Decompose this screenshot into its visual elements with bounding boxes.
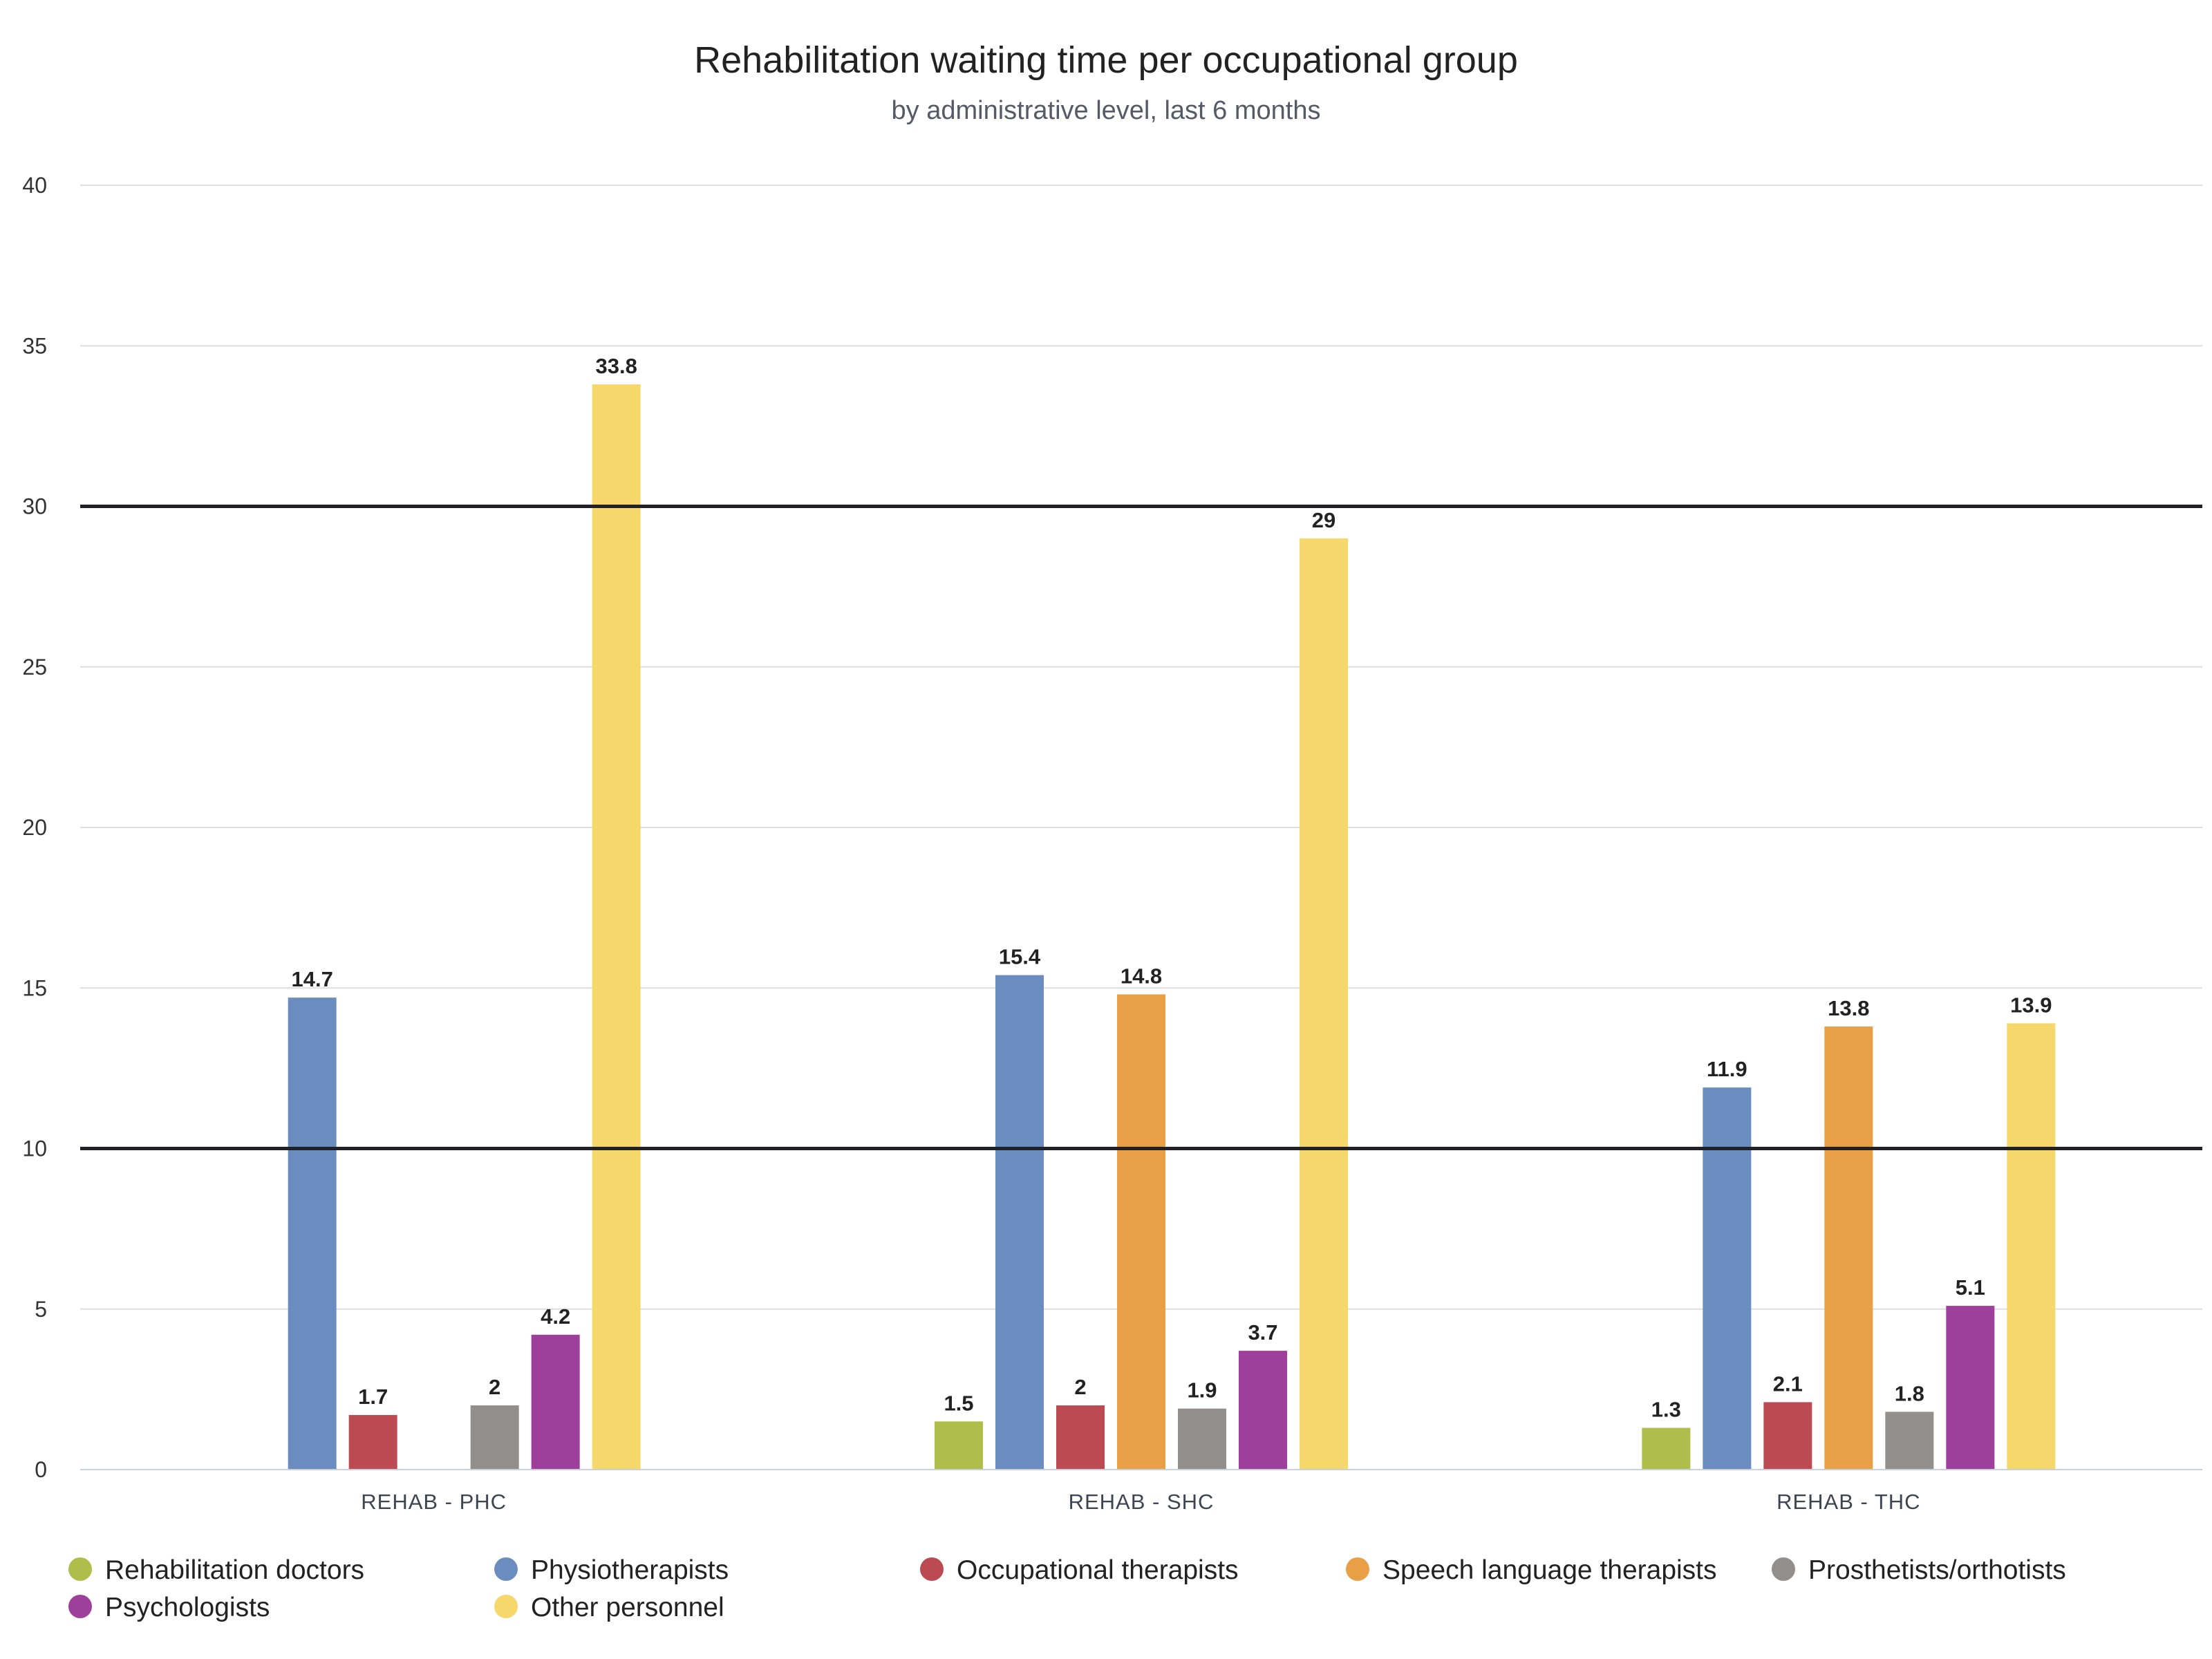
y-axis: 0 5 10 15 20 25 30 35 40 [22, 173, 47, 1482]
data-label: 14.7 [291, 967, 332, 991]
y-tick-label: 15 [22, 975, 47, 1000]
data-labels: 14.7 1.7 2 4.2 33.8 1.5 15.4 2 14.8 1.9 3.7 29 1.3 11… [291, 354, 2052, 1422]
bar[interactable] [1946, 1306, 1995, 1470]
data-label: 1.5 [944, 1391, 973, 1415]
legend-label: Rehabilitation doctors [105, 1555, 364, 1585]
data-label: 29 [1312, 508, 1335, 532]
bar[interactable] [995, 975, 1044, 1470]
data-label: 11.9 [1707, 1057, 1747, 1081]
bar[interactable] [2007, 1023, 2056, 1470]
reference-lines [80, 505, 2202, 1150]
legend-item[interactable]: Psychologists [68, 1593, 270, 1622]
data-label: 2.1 [1773, 1371, 1803, 1396]
legend-label: Other personnel [531, 1593, 724, 1622]
y-tick-label: 30 [22, 494, 47, 519]
legend-item[interactable]: Prosthetists/orthotists [1772, 1555, 2066, 1585]
bar[interactable] [1703, 1087, 1752, 1470]
bar[interactable] [1300, 538, 1348, 1470]
data-label: 1.7 [358, 1385, 388, 1409]
legend-marker [920, 1557, 944, 1581]
legend-marker [494, 1557, 518, 1581]
data-label: 33.8 [595, 354, 637, 378]
chart-title: Rehabilitation waiting time per occupati… [694, 39, 1518, 81]
data-label: 2 [1074, 1375, 1086, 1399]
bar[interactable] [470, 1405, 519, 1470]
data-label: 15.4 [999, 945, 1041, 969]
legend-label: Psychologists [105, 1593, 270, 1622]
bar[interactable] [1824, 1026, 1873, 1470]
legend-label: Prosthetists/orthotists [1808, 1555, 2066, 1585]
y-tick-label: 25 [22, 655, 47, 679]
legend-label: Speech language therapists [1382, 1555, 1717, 1585]
bar[interactable] [1117, 994, 1165, 1470]
data-label: 13.9 [2010, 993, 2052, 1017]
data-label: 2 [489, 1375, 500, 1399]
data-label: 3.7 [1248, 1320, 1277, 1344]
legend-marker [68, 1557, 92, 1581]
bar[interactable] [1239, 1351, 1287, 1470]
legend-marker [1346, 1557, 1369, 1581]
data-label: 4.2 [541, 1304, 570, 1329]
bar[interactable] [288, 997, 337, 1470]
data-label: 1.3 [1651, 1398, 1681, 1422]
data-label: 13.8 [1828, 996, 1869, 1020]
legend-label: Physiotherapists [531, 1555, 729, 1585]
y-tick-label: 10 [22, 1136, 47, 1161]
legend: Rehabilitation doctors Physiotherapists Oc… [68, 1555, 2066, 1622]
data-label: 14.8 [1121, 964, 1162, 988]
bar[interactable] [1056, 1405, 1105, 1470]
y-tick-label: 35 [22, 333, 47, 358]
y-tick-label: 20 [22, 815, 47, 840]
bar[interactable] [935, 1421, 983, 1470]
bar[interactable] [1178, 1408, 1226, 1470]
legend-marker [1772, 1557, 1795, 1581]
legend-item[interactable]: Occupational therapists [920, 1555, 1239, 1585]
legend-marker [494, 1595, 518, 1618]
legend-item[interactable]: Other personnel [494, 1593, 724, 1622]
x-axis: REHAB - PHC REHAB - SHC REHAB - THC [80, 1469, 2202, 1514]
bars [288, 384, 2056, 1470]
legend-item[interactable]: Speech language therapists [1346, 1555, 1717, 1585]
legend-item[interactable]: Rehabilitation doctors [68, 1555, 364, 1585]
bar[interactable] [1885, 1412, 1934, 1470]
x-tick-label: REHAB - PHC [361, 1490, 507, 1514]
bar[interactable] [348, 1415, 397, 1470]
data-label: 5.1 [1956, 1275, 1985, 1300]
y-tick-label: 40 [22, 173, 47, 198]
x-tick-label: REHAB - SHC [1069, 1490, 1215, 1514]
legend-marker [68, 1595, 92, 1618]
y-tick-label: 0 [35, 1457, 47, 1482]
bar[interactable] [1763, 1402, 1812, 1470]
legend-label: Occupational therapists [957, 1555, 1239, 1585]
x-tick-label: REHAB - THC [1777, 1490, 1921, 1514]
legend-item[interactable]: Physiotherapists [494, 1555, 729, 1585]
data-label: 1.9 [1187, 1378, 1217, 1403]
y-tick-label: 5 [35, 1297, 47, 1322]
bar[interactable] [531, 1334, 580, 1470]
data-label: 1.8 [1895, 1381, 1924, 1405]
bar[interactable] [592, 384, 641, 1470]
bar[interactable] [1642, 1427, 1691, 1470]
chart-subtitle: by administrative level, last 6 months [892, 96, 1321, 125]
